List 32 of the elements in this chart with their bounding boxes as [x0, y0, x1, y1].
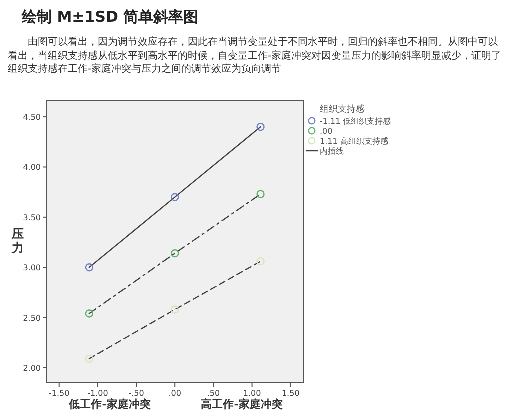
y-tick-label: 2.50: [23, 314, 41, 323]
point: [171, 306, 180, 314]
x-tick-label: 1.00: [243, 389, 262, 398]
legend-title: 组织支持感: [320, 104, 365, 115]
point: [85, 263, 94, 272]
y-tick-label: 4.50: [23, 113, 41, 122]
x-tick-label: 1.50: [282, 389, 300, 398]
point: [256, 257, 265, 266]
legend-label: 1.11 高组织支持感: [320, 137, 388, 146]
legend-label: -1.11 低组织支持感: [320, 117, 392, 126]
y-tick-label: 3.50: [23, 213, 41, 222]
y-tick-label: 4.00: [23, 163, 41, 172]
chart-subtitle: 由图可以看出，因为调节效应存在，因此在当调节变量处于不同水平时，回归的斜率也不相同。从图中可以看出，当组织支持感从低水平到高水平的时候，自变量工作-家庭冲突对因变量压力的影响斜率明显减少，证明了组织支持感在工作-家庭冲突与压力之间的调节效应为负向调节: [8, 36, 503, 76]
x-tick-label: .50: [207, 389, 220, 398]
point: [85, 310, 94, 318]
text: 高工作-家庭冲突: [201, 398, 283, 411]
point: [256, 122, 265, 132]
legend-label: .00: [320, 127, 333, 136]
y-axis-title: 压力: [11, 227, 24, 255]
point: [171, 193, 180, 202]
y-tick-label: 2.00: [23, 364, 41, 373]
y-tick-label: 3.00: [23, 264, 41, 273]
text: 低工作-家庭冲突: [68, 398, 151, 411]
x-tick-label: -.50: [128, 389, 144, 398]
point: [85, 354, 94, 364]
x-tick-label: -1.00: [88, 389, 108, 398]
point: [256, 190, 265, 198]
point: [171, 249, 180, 258]
x-tick-label: -1.50: [48, 389, 70, 398]
legend-label: 内插线: [320, 147, 344, 156]
x-tick-label: .00: [168, 389, 182, 398]
chart-title: 绘制 M±1SD 简单斜率图: [22, 8, 199, 27]
